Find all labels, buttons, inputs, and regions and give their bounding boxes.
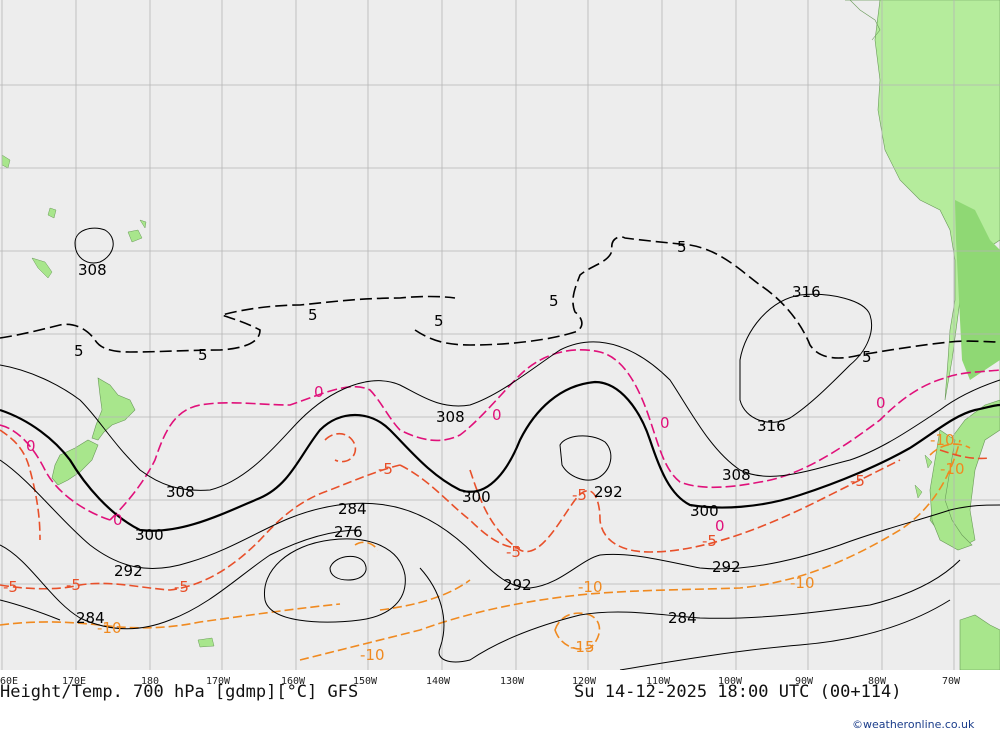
temp-contours-minus10: [0, 439, 971, 661]
temp-label: 5: [862, 348, 872, 366]
temp-label: -10: [940, 460, 965, 478]
height-label: 316: [792, 283, 821, 301]
temp-label: -5: [702, 532, 717, 550]
lon-tick: 90W: [795, 676, 814, 687]
temp-label: 5: [434, 312, 444, 330]
height-label: 284: [668, 609, 697, 627]
lon-tick: 120W: [572, 676, 597, 687]
lon-tick: 60E: [0, 676, 18, 687]
height-labels: 308 316 316 308 308 308 300 300 300 292 …: [76, 261, 821, 627]
height-label: 292: [114, 562, 143, 580]
height-label: 292: [594, 483, 623, 501]
temp-label: -10: [930, 431, 955, 449]
pacific-islands: [1, 154, 933, 648]
temp-label: 0: [715, 517, 725, 535]
temp-labels-zero: 0 0 0 0 0 0 0: [26, 383, 886, 535]
temp-label: -5: [850, 472, 865, 490]
height-label: 284: [338, 500, 367, 518]
height-label: 300: [135, 526, 164, 544]
new-zealand-land: [51, 377, 136, 486]
lon-tick: 110W: [646, 676, 671, 687]
lon-tick: 150W: [353, 676, 378, 687]
lon-tick: 70W: [942, 676, 961, 687]
temp-label: 5: [198, 346, 208, 364]
lon-tick: 170W: [206, 676, 231, 687]
lon-tick: 80W: [868, 676, 887, 687]
height-label: 316: [757, 417, 786, 435]
lon-tick: 160W: [281, 676, 306, 687]
temp-label: -15: [570, 638, 595, 656]
temp-label: 5: [677, 238, 687, 256]
height-label: 308: [722, 466, 751, 484]
temp-label: -5: [506, 543, 521, 561]
temp-label: -5: [66, 576, 81, 594]
lon-tick: 140W: [426, 676, 451, 687]
map-title: Height/Temp. 700 hPa [gdmp][°C] GFS: [0, 682, 358, 702]
lon-tick: 130W: [500, 676, 525, 687]
temp-label: 0: [113, 511, 123, 529]
ocean-area: [0, 0, 1000, 670]
height-label: 300: [690, 502, 719, 520]
footer-strip: [0, 670, 1000, 733]
temp-label: -5: [3, 578, 18, 596]
height-label: 308: [166, 483, 195, 501]
temp-label: 0: [660, 414, 670, 432]
temp-label: 5: [549, 292, 559, 310]
credit-link[interactable]: ©weatheronline.co.uk: [852, 718, 975, 731]
lon-tick: 180: [141, 676, 159, 687]
height-label: 300: [462, 488, 491, 506]
height-label: 292: [712, 558, 741, 576]
height-label: 308: [436, 408, 465, 426]
temp-label: -5: [378, 460, 393, 478]
lat-lon-grid: [0, 0, 1000, 670]
lon-tick: 170E: [62, 676, 86, 687]
temp-label: 5: [308, 306, 318, 324]
height-label: 276: [334, 523, 363, 541]
lon-tick: 100W: [718, 676, 743, 687]
temp-contours-minus5-red: [0, 429, 991, 591]
temp-label: 5: [74, 342, 84, 360]
longitude-ticks: 60E 170E 180 170W 160W 150W 140W 130W 12…: [0, 676, 961, 687]
height-label: 284: [76, 609, 105, 627]
temp-labels-minus5: -5 -5 -5 -5 -5 -5 -5 -5: [3, 460, 865, 596]
height-contour-300: [0, 380, 1000, 532]
map-valid-time: Su 14-12-2025 18:00 UTC (00+114): [574, 682, 902, 702]
height-label: 308: [78, 261, 107, 279]
temp-label: -5: [572, 486, 587, 504]
temp-label: 0: [492, 406, 502, 424]
temp-label: 0: [314, 383, 324, 401]
temp-label: -5: [174, 578, 189, 596]
temp-label: -10: [790, 574, 815, 592]
temp-label: -10: [360, 646, 385, 664]
temp-label: 0: [26, 437, 36, 455]
temp-contours-zero: [0, 348, 1000, 521]
temp-labels-minus10: -10 -10 -10 -10 -10 -10 -15: [97, 431, 965, 664]
height-contours: [0, 227, 1000, 671]
temp-label: -10: [578, 578, 603, 596]
temp-label: -10: [97, 619, 122, 637]
height-label: 292: [503, 576, 532, 594]
temp-labels-plus5: 5 5 5 5 5 5 5: [74, 238, 872, 366]
temp-label: 0: [876, 394, 886, 412]
